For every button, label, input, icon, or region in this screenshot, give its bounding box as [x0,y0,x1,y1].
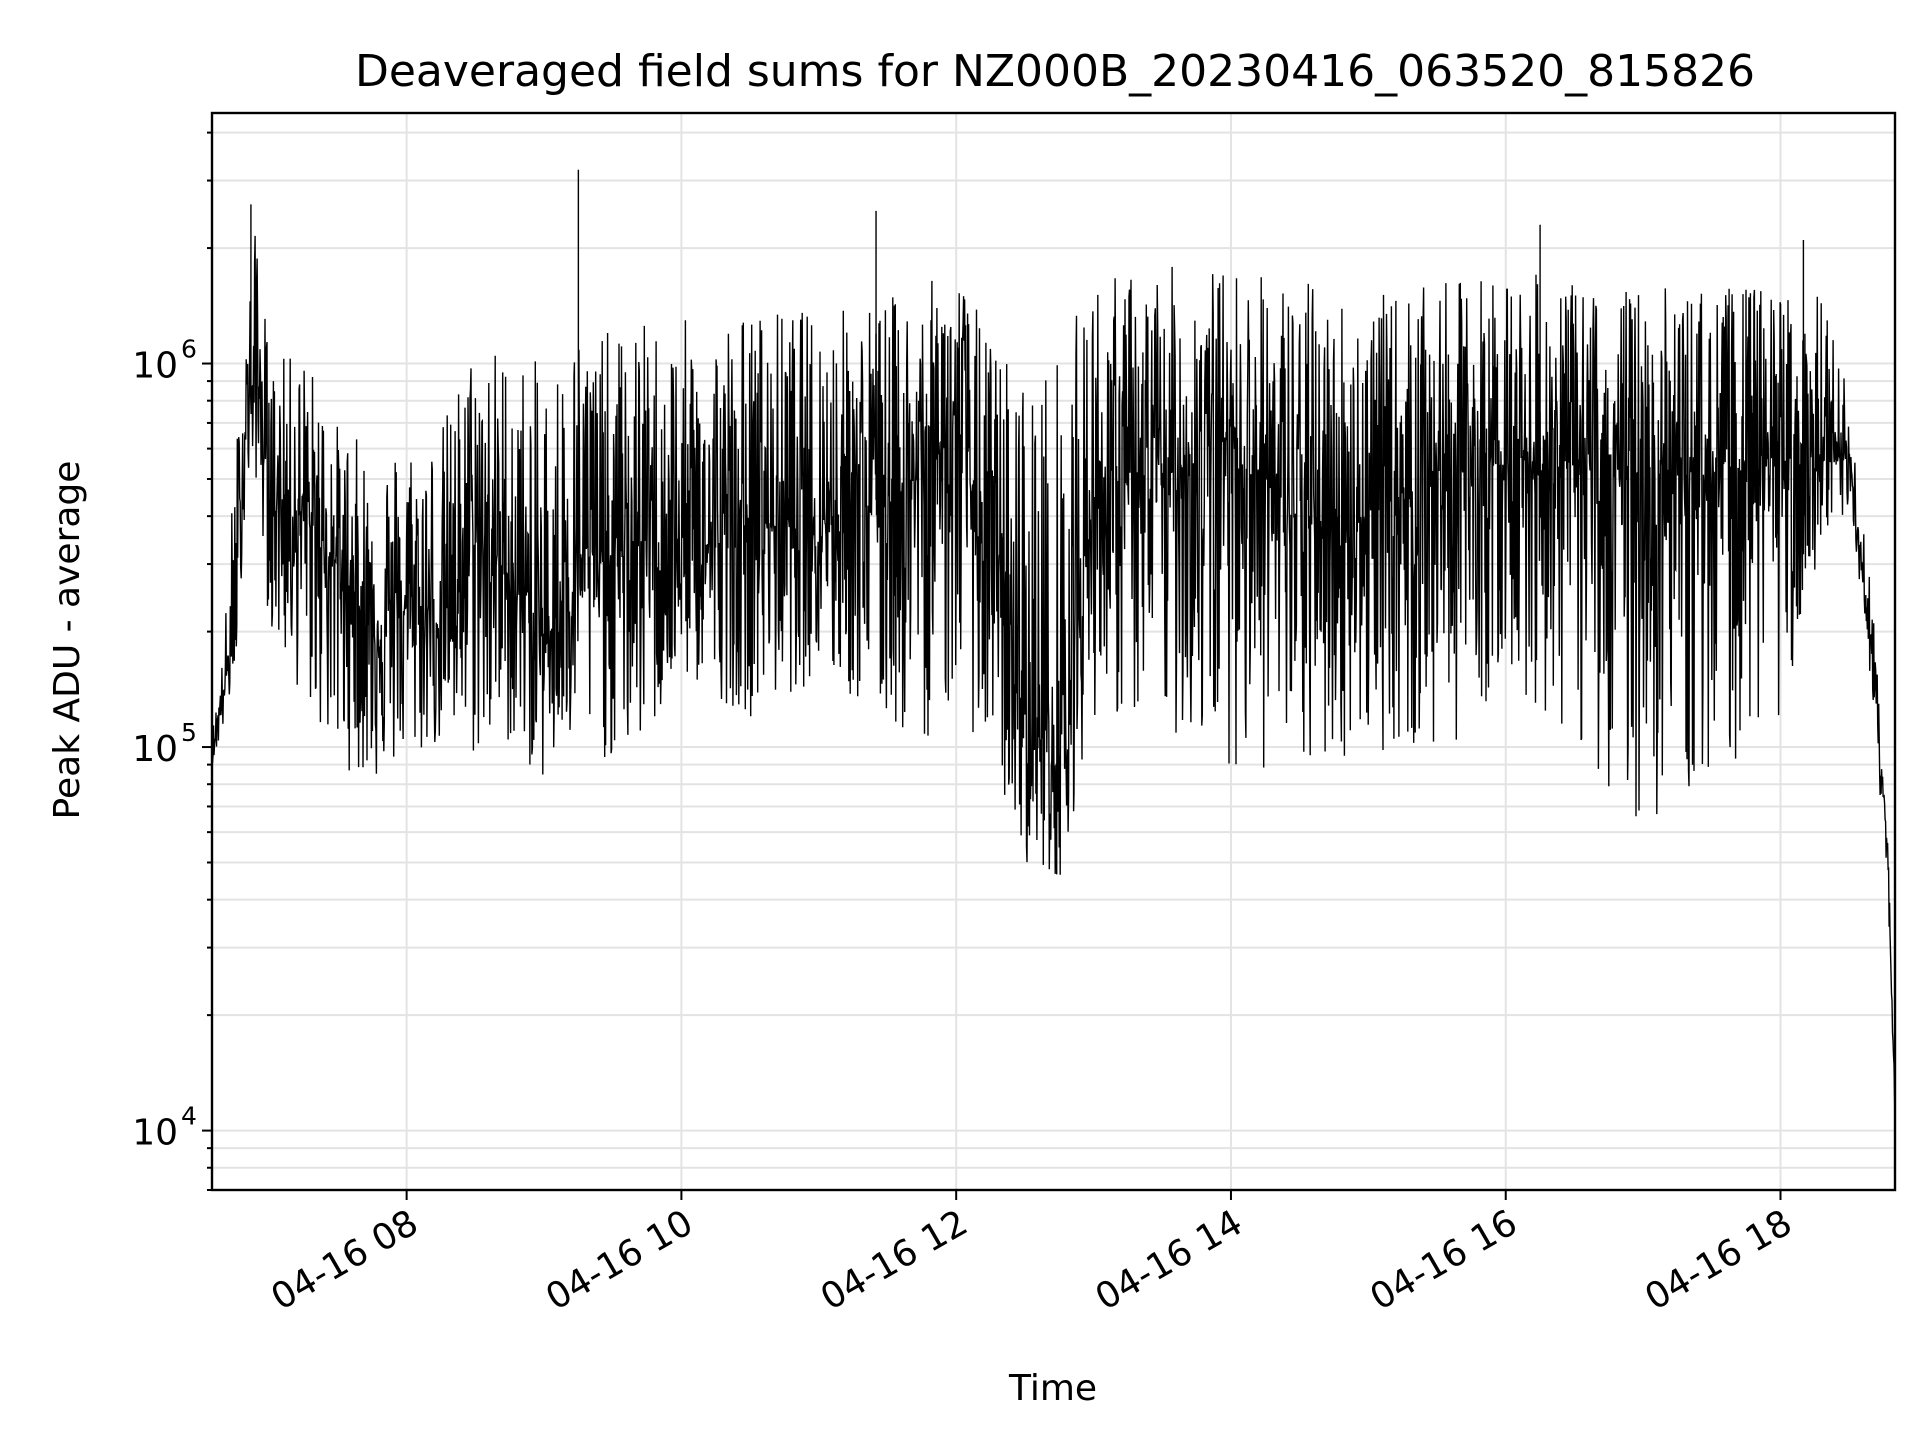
x-tick-label: 04-16 14 [1089,1202,1250,1318]
x-tick-label: 04-16 18 [1638,1202,1799,1318]
y-tick-label: 10 [132,729,178,770]
y-tick-label: 10 [132,346,178,387]
plot-frame [210,111,1897,1192]
x-tick-label: 04-16 16 [1364,1202,1525,1318]
x-axis: 04-16 08 04-16 10 04-16 12 04-16 14 04-16 16… [264,1190,1799,1319]
y-tick-label: 10 [132,1113,178,1154]
x-tick-label: 04-16 08 [264,1202,425,1318]
x-tick-label: 04-16 10 [539,1202,700,1318]
grid-layer [212,113,1895,1191]
chart-title: Deaveraged field sums for NZ000B_2023041… [355,46,1755,97]
y-tick-exponent: 5 [181,718,197,747]
series-layer [211,169,1896,1123]
x-axis-label: Time [1008,1368,1097,1409]
y-tick-exponent: 6 [181,335,197,364]
series-line [211,235,1896,1123]
x-tick-label: 04-16 12 [814,1202,975,1318]
y-tick-exponent: 4 [181,1102,197,1131]
y-axis-label: Peak ADU - average [47,461,88,820]
